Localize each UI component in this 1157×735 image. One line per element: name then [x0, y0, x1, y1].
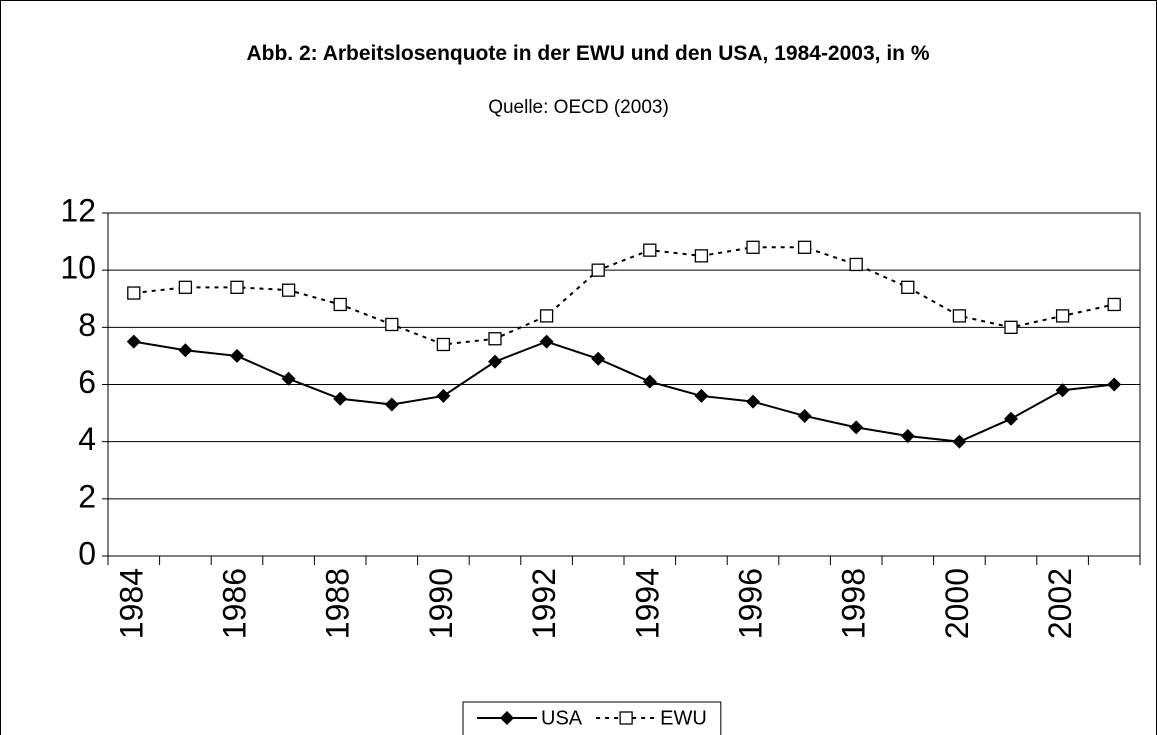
x-tick-label: 1996 — [732, 568, 768, 639]
chart-title: Abb. 2: Arbeitslosenquote in der EWU und… — [246, 42, 930, 65]
data-point — [436, 388, 451, 403]
legend: USA EWU — [462, 701, 722, 735]
x-tick-label: 2000 — [939, 568, 975, 639]
data-point — [1004, 320, 1018, 334]
legend-label: EWU — [660, 707, 707, 729]
x-tick-label: 1986 — [216, 568, 252, 639]
data-point — [230, 348, 244, 363]
data-point — [281, 371, 296, 386]
data-point — [849, 257, 863, 272]
data-point — [1055, 309, 1070, 323]
data-point — [797, 240, 812, 254]
legend-box — [462, 701, 722, 735]
chart-subtitle: Quelle: OECD (2003) — [488, 97, 669, 118]
data-point — [488, 332, 502, 346]
data-point — [900, 428, 915, 443]
x-tick-label: 1990 — [423, 568, 459, 639]
data-point — [436, 337, 451, 352]
data-point — [849, 420, 864, 435]
y-tick-label: 6 — [78, 364, 96, 400]
data-point — [797, 408, 812, 423]
data-point — [901, 280, 915, 294]
data-point — [127, 286, 141, 300]
data-point — [642, 374, 657, 389]
y-tick-label: 0 — [78, 535, 96, 571]
x-tick-label: 2002 — [1042, 568, 1078, 639]
data-point — [385, 317, 399, 332]
legend-label: USA — [541, 707, 583, 729]
data-point — [952, 309, 967, 323]
data-point — [178, 343, 193, 358]
x-tick-label: 1988 — [320, 568, 356, 639]
series-line — [133, 340, 1115, 443]
x-tick-label: 1998 — [836, 568, 872, 639]
data-point — [694, 249, 709, 263]
y-tick-label: 8 — [78, 307, 96, 343]
data-point — [746, 394, 760, 409]
data-point — [1107, 377, 1122, 392]
legend-marker — [500, 711, 514, 725]
y-tick-label: 4 — [78, 421, 96, 457]
data-point — [178, 280, 193, 294]
data-point — [643, 243, 657, 257]
data-point — [230, 280, 244, 294]
data-point — [1107, 297, 1121, 312]
data-point — [591, 351, 606, 366]
data-point — [333, 297, 347, 312]
y-tick-label: 12 — [60, 192, 96, 228]
data-point — [539, 309, 554, 323]
data-point — [126, 334, 141, 349]
legend-marker — [619, 711, 633, 725]
y-tick-label: 2 — [78, 478, 96, 514]
data-point — [488, 354, 502, 369]
data-point — [1055, 383, 1070, 398]
y-tick-label: 10 — [60, 250, 96, 286]
data-point — [384, 397, 399, 412]
data-point — [952, 434, 967, 449]
data-point — [746, 240, 760, 254]
data-point — [281, 283, 296, 297]
x-tick-label: 1984 — [113, 568, 149, 639]
data-point — [591, 263, 605, 277]
x-tick-label: 1994 — [629, 568, 665, 639]
data-point — [694, 388, 709, 403]
data-point — [1004, 411, 1018, 426]
series-line — [133, 246, 1115, 346]
x-tick-label: 1992 — [526, 568, 562, 639]
data-point — [333, 391, 348, 406]
data-point — [539, 334, 554, 349]
